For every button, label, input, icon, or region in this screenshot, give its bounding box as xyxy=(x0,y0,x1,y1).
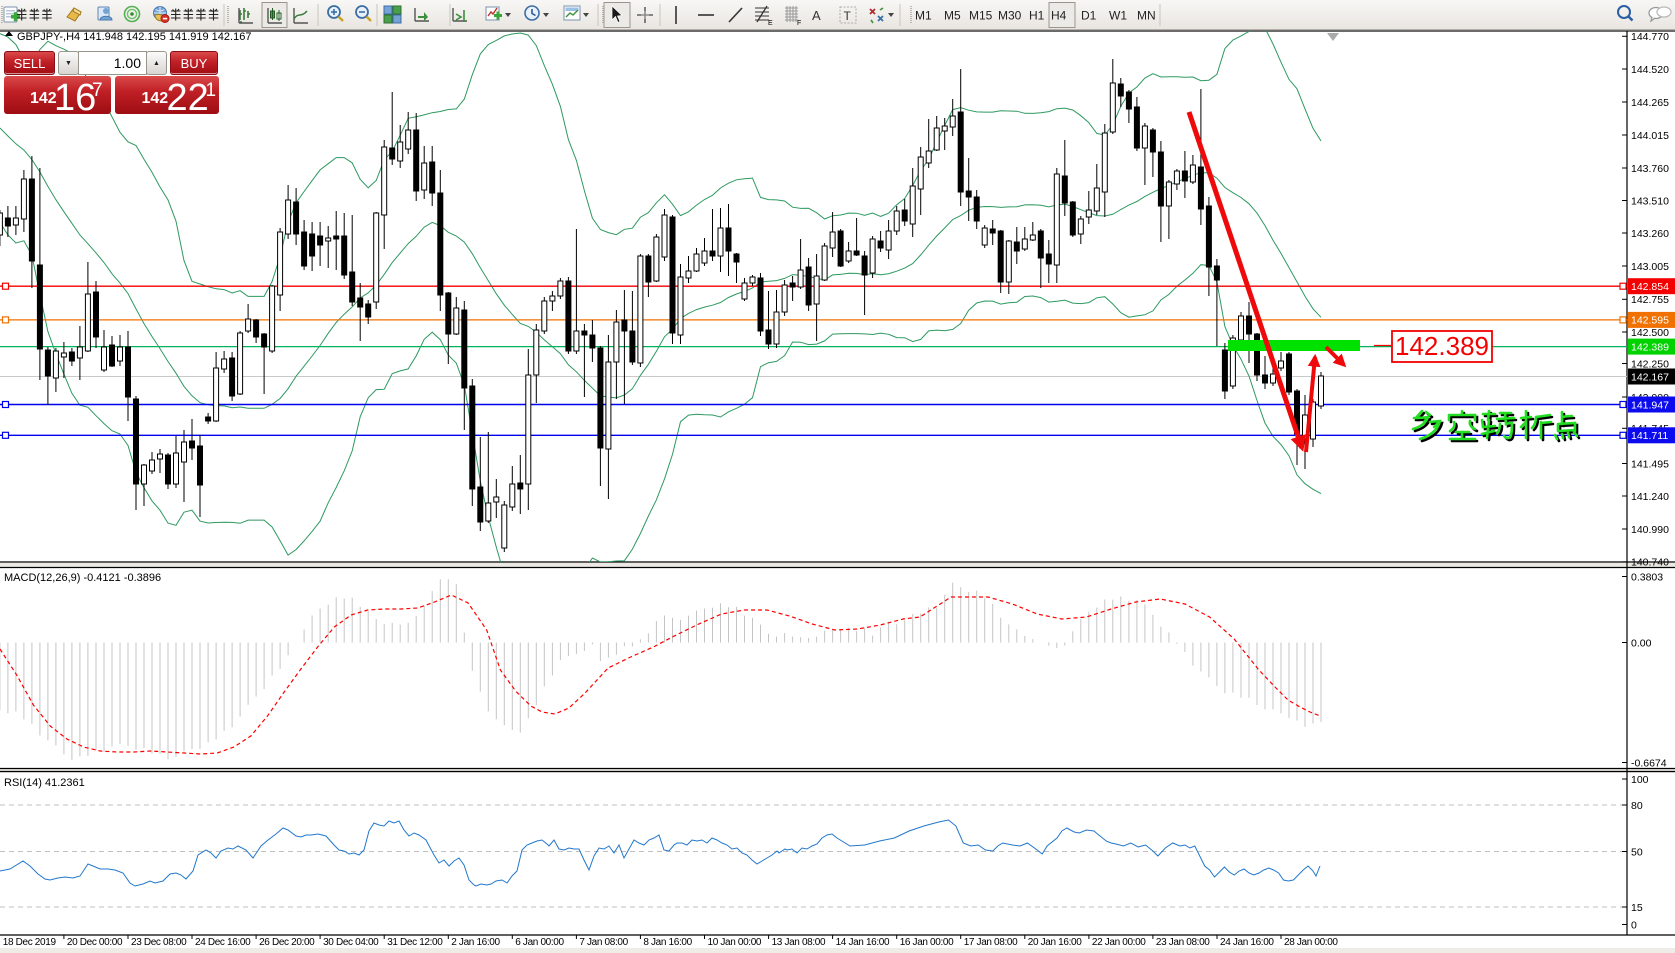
svg-text:140.740: 140.740 xyxy=(1631,557,1669,569)
svg-text:142.755: 142.755 xyxy=(1631,294,1669,306)
svg-text:MN: MN xyxy=(1137,9,1156,23)
svg-text:142.500: 142.500 xyxy=(1631,327,1669,339)
svg-text:0.00: 0.00 xyxy=(1631,637,1652,649)
svg-text:W1: W1 xyxy=(1109,9,1127,23)
svg-text:80: 80 xyxy=(1631,800,1643,812)
svg-text:M1: M1 xyxy=(915,9,932,23)
svg-text:T: T xyxy=(844,9,852,23)
svg-text:50: 50 xyxy=(1631,846,1643,858)
svg-text:0: 0 xyxy=(1631,919,1637,931)
svg-text:15: 15 xyxy=(1631,902,1643,914)
svg-text:F: F xyxy=(797,20,801,27)
svg-text:23 Dec 08:00: 23 Dec 08:00 xyxy=(131,937,187,948)
svg-text:142.250: 142.250 xyxy=(1631,358,1669,370)
svg-text:31 Dec 12:00: 31 Dec 12:00 xyxy=(387,937,443,948)
svg-text:142.389: 142.389 xyxy=(1631,341,1669,353)
svg-text:26 Dec 20:00: 26 Dec 20:00 xyxy=(259,937,315,948)
svg-text:142.854: 142.854 xyxy=(1631,281,1669,293)
svg-text:RSI(14) 41.2361: RSI(14) 41.2361 xyxy=(4,777,85,789)
svg-text:140.990: 140.990 xyxy=(1631,524,1669,536)
svg-text:E: E xyxy=(768,20,773,27)
svg-text:H4: H4 xyxy=(1051,9,1067,23)
svg-text:22 Jan 00:00: 22 Jan 00:00 xyxy=(1092,937,1146,948)
svg-text:17 Jan 08:00: 17 Jan 08:00 xyxy=(964,937,1018,948)
svg-text:142.389: 142.389 xyxy=(1395,331,1489,361)
svg-text:141.240: 141.240 xyxy=(1631,491,1669,503)
svg-text:20 Dec 00:00: 20 Dec 00:00 xyxy=(67,937,123,948)
svg-text:30 Dec 04:00: 30 Dec 04:00 xyxy=(323,937,379,948)
svg-text:GBPJPY-,H4 141.948 142.195 14: GBPJPY-,H4 141.948 142.195 141.919 142.1… xyxy=(17,31,251,43)
svg-text:24 Jan 16:00: 24 Jan 16:00 xyxy=(1220,937,1274,948)
svg-text:141.711: 141.711 xyxy=(1631,430,1668,442)
svg-text:142.167: 142.167 xyxy=(1631,371,1669,383)
svg-text:MACD(12,26,9) -0.4121 -0.3896: MACD(12,26,9) -0.4121 -0.3896 xyxy=(4,572,161,584)
svg-text:142.595: 142.595 xyxy=(1631,315,1669,327)
svg-text:H1: H1 xyxy=(1029,9,1045,23)
svg-text:7 Jan 08:00: 7 Jan 08:00 xyxy=(579,937,628,948)
svg-text:10 Jan 00:00: 10 Jan 00:00 xyxy=(708,937,762,948)
svg-text:6 Jan 00:00: 6 Jan 00:00 xyxy=(515,937,564,948)
svg-text:D1: D1 xyxy=(1081,9,1097,23)
svg-text:14 Jan 16:00: 14 Jan 16:00 xyxy=(836,937,890,948)
svg-text:143.260: 143.260 xyxy=(1631,228,1669,240)
svg-text:143.005: 143.005 xyxy=(1631,261,1669,273)
svg-text:24 Dec 16:00: 24 Dec 16:00 xyxy=(195,937,251,948)
svg-text:M15: M15 xyxy=(969,9,993,23)
svg-text:141.947: 141.947 xyxy=(1631,399,1669,411)
svg-text:13 Jan 08:00: 13 Jan 08:00 xyxy=(772,937,826,948)
svg-text:16 Jan 00:00: 16 Jan 00:00 xyxy=(900,937,954,948)
svg-text:144.520: 144.520 xyxy=(1631,64,1669,76)
svg-text:A: A xyxy=(812,8,821,23)
svg-text:143.510: 143.510 xyxy=(1631,195,1669,207)
svg-text:100: 100 xyxy=(1631,774,1649,786)
svg-text:20 Jan 16:00: 20 Jan 16:00 xyxy=(1028,937,1082,948)
svg-text:M30: M30 xyxy=(998,9,1022,23)
svg-text:144.015: 144.015 xyxy=(1631,130,1669,142)
svg-text:M5: M5 xyxy=(944,9,961,23)
svg-text:0.3803: 0.3803 xyxy=(1631,571,1663,583)
svg-text:18 Dec 2019: 18 Dec 2019 xyxy=(3,937,57,948)
svg-text:141.495: 141.495 xyxy=(1631,458,1669,470)
svg-text:144.265: 144.265 xyxy=(1631,97,1669,109)
svg-text:144.770: 144.770 xyxy=(1631,31,1669,43)
svg-text:23 Jan 08:00: 23 Jan 08:00 xyxy=(1156,937,1210,948)
svg-text:8 Jan 16:00: 8 Jan 16:00 xyxy=(643,937,692,948)
svg-text:-0.6674: -0.6674 xyxy=(1631,757,1667,769)
svg-text:28 Jan 00:00: 28 Jan 00:00 xyxy=(1284,937,1338,948)
svg-text:143.760: 143.760 xyxy=(1631,163,1669,175)
svg-text:2 Jan 16:00: 2 Jan 16:00 xyxy=(451,937,500,948)
